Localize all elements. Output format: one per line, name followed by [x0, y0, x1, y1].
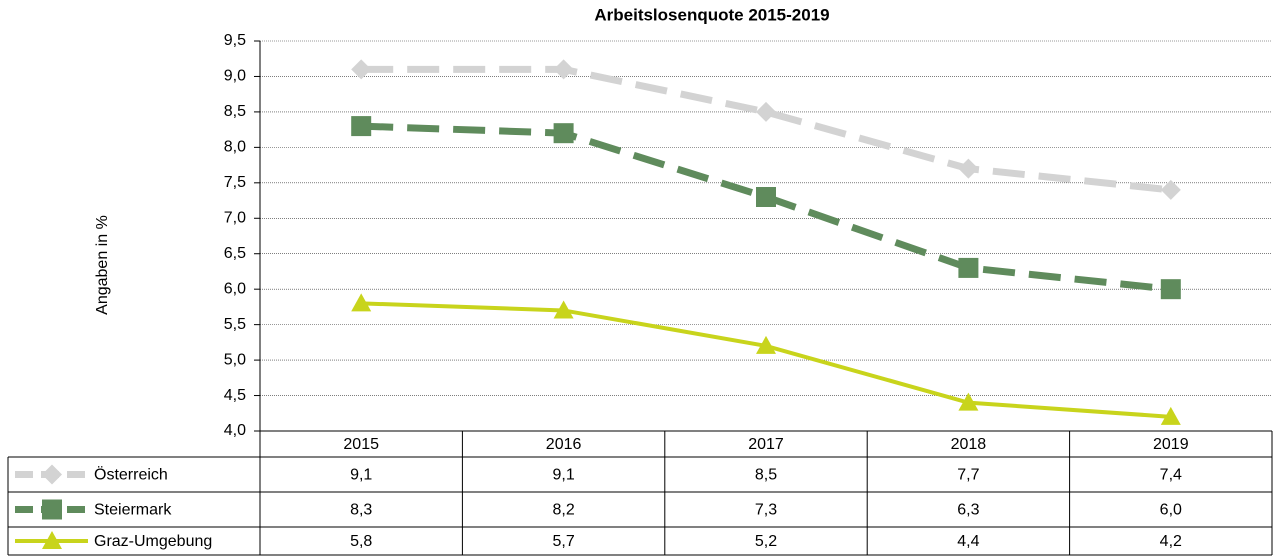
table-value: 7,7: [957, 467, 979, 484]
table-value: 8,3: [350, 502, 372, 519]
table-value: 8,5: [755, 467, 777, 484]
y-tick-label: 8,5: [224, 103, 246, 120]
x-tick-label: 2015: [343, 436, 379, 453]
table-value: 5,8: [350, 533, 372, 550]
table-value: 9,1: [350, 467, 372, 484]
data-point: [351, 116, 372, 137]
data-point: [553, 59, 574, 80]
table-value: 6,3: [957, 502, 979, 519]
table-value: 5,2: [755, 533, 777, 550]
table-value: 4,4: [957, 533, 979, 550]
data-point: [553, 123, 574, 144]
legend-label: Steiermark: [94, 502, 172, 519]
y-tick-label: 6,0: [224, 280, 246, 297]
y-tick-label: 7,5: [224, 174, 246, 191]
table-value: 4,2: [1160, 533, 1182, 550]
x-tick-label: 2016: [546, 436, 582, 453]
table-value: 5,7: [552, 533, 574, 550]
y-tick-label: 6,5: [224, 245, 246, 262]
y-tick-label: 4,5: [224, 387, 246, 404]
y-tick-label: 5,0: [224, 351, 246, 368]
table-value: 7,3: [755, 502, 777, 519]
data-point: [958, 392, 979, 411]
data-point: [351, 59, 372, 80]
data-point: [756, 187, 776, 207]
data-point: [958, 158, 979, 179]
x-tick-label: 2018: [951, 436, 987, 453]
x-tick-label: 2019: [1153, 436, 1189, 453]
legend-label: Graz-Umgebung: [94, 533, 212, 550]
y-tick-label: 9,5: [224, 32, 246, 49]
table-value: 8,2: [552, 502, 574, 519]
chart-title: Arbeitslosenquote 2015-2019: [594, 5, 829, 24]
y-tick-label: 8,0: [224, 139, 246, 156]
legend-marker: [42, 531, 62, 549]
data-point: [1160, 279, 1181, 300]
legend-marker: [42, 499, 62, 520]
table-value: 9,1: [552, 467, 574, 484]
data-point: [756, 335, 776, 354]
y-tick-label: 5,5: [224, 316, 246, 333]
data-point: [553, 300, 574, 319]
y-tick-label: 7,0: [224, 209, 246, 226]
y-tick-label: 4,0: [224, 422, 246, 439]
x-tick-label: 2017: [748, 436, 784, 453]
data-point: [756, 101, 776, 122]
table-value: 6,0: [1160, 502, 1182, 519]
y-axis-label: Angaben in %: [94, 215, 111, 315]
data-point: [1160, 406, 1181, 425]
y-tick-label: 9,0: [224, 68, 246, 85]
series-line: [361, 122, 1172, 293]
data-point: [958, 257, 979, 278]
legend-label: Österreich: [94, 466, 168, 484]
table-value: 7,4: [1160, 467, 1182, 484]
data-point: [1160, 179, 1181, 200]
data-point: [351, 293, 372, 312]
legend-marker: [42, 464, 62, 485]
